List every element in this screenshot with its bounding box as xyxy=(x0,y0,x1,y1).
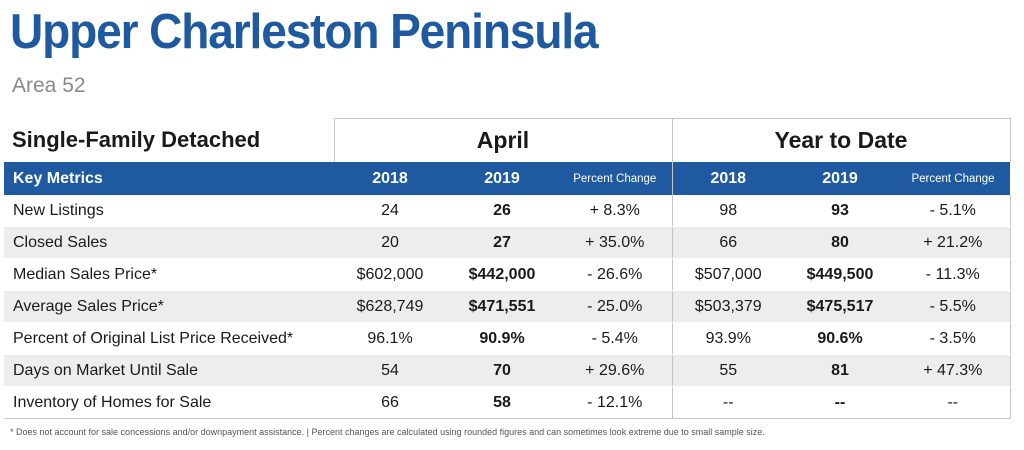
group-header-row: Single-Family Detached April Year to Dat… xyxy=(4,118,1011,162)
table-row: Median Sales Price* $602,000 $442,000- 26.… xyxy=(4,258,1011,291)
metric-value-a18: 66 xyxy=(334,386,446,419)
metrics-table: Single-Family Detached April Year to Dat… xyxy=(4,118,1011,419)
metric-label: Closed Sales xyxy=(4,226,334,259)
group-year-to-date: Year to Date xyxy=(671,118,1011,162)
metric-value-a18: $628,749 xyxy=(334,290,446,323)
table-row: Percent of Original List Price Received*… xyxy=(4,322,1011,355)
metric-value-a18: 54 xyxy=(334,354,446,387)
metric-value-y18: 66 xyxy=(671,226,784,259)
metric-value-y19: 81 xyxy=(784,354,896,387)
metric-value-y19: $475,517 xyxy=(784,290,896,323)
footnote: * Does not account for sale concessions … xyxy=(10,427,765,437)
metric-value-y18: 93.9% xyxy=(671,322,784,355)
metric-value-ypct: + 47.3% xyxy=(896,354,1011,387)
col-april-percent-change: Percent Change xyxy=(558,162,672,195)
table-row: Days on Market Until Sale 54 70 + 29.6% 55 81… xyxy=(4,354,1011,387)
group-april: April xyxy=(333,118,672,162)
metric-value-y18: -- xyxy=(671,386,784,419)
section-title: Single-Family Detached xyxy=(12,127,261,153)
col-april-2019: 2019 xyxy=(446,162,558,195)
area-subtitle: Area 52 xyxy=(12,74,86,97)
metric-value-y18: $503,379 xyxy=(671,290,784,323)
col-ytd-2019: 2019 xyxy=(784,162,896,195)
metric-value-a18: 20 xyxy=(334,226,446,259)
metric-value-apct: + 35.0% xyxy=(558,226,672,259)
metric-value-a19: 27 xyxy=(446,226,558,259)
metric-label: Average Sales Price* xyxy=(4,290,334,323)
metric-value-a18: $602,000 xyxy=(334,258,446,291)
metric-value-a19: 58 xyxy=(446,386,558,419)
metric-value-ypct: + 21.2% xyxy=(896,226,1011,259)
metric-value-y18: $507,000 xyxy=(671,258,784,291)
col-april-2018: 2018 xyxy=(334,162,446,195)
metric-value-apct: - 26.6% xyxy=(558,258,672,291)
metric-value-ypct: -- xyxy=(896,386,1011,419)
metric-label: Percent of Original List Price Received* xyxy=(4,322,334,355)
page-title: Upper Charleston Peninsula xyxy=(10,5,599,59)
metric-label: Days on Market Until Sale xyxy=(4,354,334,387)
metric-value-y18: 98 xyxy=(671,195,784,227)
metric-label: New Listings xyxy=(4,195,334,227)
metric-value-ypct: - 11.3% xyxy=(896,258,1011,291)
metric-value-y19: -- xyxy=(784,386,896,419)
metric-value-ypct: - 5.1% xyxy=(896,195,1011,227)
metric-value-y19: $449,500 xyxy=(784,258,896,291)
metric-value-a18: 24 xyxy=(334,195,446,227)
table-row: Closed Sales 20 27 + 35.0% 66 80 + 21.2% xyxy=(4,226,1011,259)
table-row: New Listings 24 26 + 8.3% 98 93- 5.1% xyxy=(4,195,1011,227)
table-row: Inventory of Homes for Sale 66 58- 12.1% --… xyxy=(4,386,1011,419)
column-header-row: Key Metrics 2018 2019 Percent Change 201… xyxy=(4,162,1011,195)
metric-value-a19: $471,551 xyxy=(446,290,558,323)
metric-value-a19: $442,000 xyxy=(446,258,558,291)
metric-value-y18: 55 xyxy=(671,354,784,387)
metric-value-y19: 80 xyxy=(784,226,896,259)
metric-label: Median Sales Price* xyxy=(4,258,334,291)
metric-value-ypct: - 3.5% xyxy=(896,322,1011,355)
metric-value-a18: 96.1% xyxy=(334,322,446,355)
metric-value-apct: - 5.4% xyxy=(558,322,672,355)
col-key-metrics: Key Metrics xyxy=(4,162,334,195)
metric-value-a19: 26 xyxy=(446,195,558,227)
metric-value-apct: - 12.1% xyxy=(558,386,672,419)
metric-value-a19: 90.9% xyxy=(446,322,558,355)
metric-value-apct: + 29.6% xyxy=(558,354,672,387)
metric-value-ypct: - 5.5% xyxy=(896,290,1011,323)
metric-value-y19: 90.6% xyxy=(784,322,896,355)
metric-value-y19: 93 xyxy=(784,195,896,227)
col-ytd-percent-change: Percent Change xyxy=(896,162,1011,195)
metric-value-apct: + 8.3% xyxy=(558,195,672,227)
metric-value-a19: 70 xyxy=(446,354,558,387)
col-ytd-2018: 2018 xyxy=(671,162,784,195)
table-row: Average Sales Price* $628,749 $471,551- 25… xyxy=(4,290,1011,323)
metric-value-apct: - 25.0% xyxy=(558,290,672,323)
metric-label: Inventory of Homes for Sale xyxy=(4,386,334,419)
